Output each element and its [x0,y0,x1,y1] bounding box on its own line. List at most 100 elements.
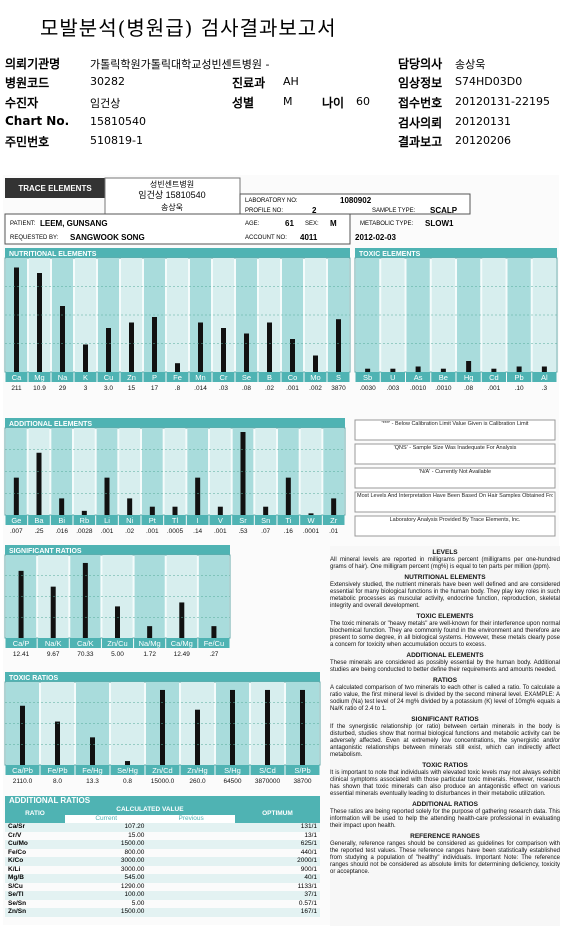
label-cell [40,765,75,775]
bar [81,510,87,515]
result-value: .001 [101,528,114,535]
legend-text-box: Laboratory Analysis Provided By Trace El… [390,517,521,523]
note-heading: TOXIC RATIOS [422,762,468,769]
column-stripe [406,258,430,372]
subcolumn-header: Current [64,814,148,823]
section-title-bar [355,248,557,258]
bar [313,355,318,372]
bar [440,368,446,372]
note-text: These ratios are being reported solely f… [330,809,560,829]
info-value: M [283,95,293,108]
label-cell [507,372,532,382]
ratio-row: K/Li 3000.00 900/1 [5,866,320,875]
field-label: AGE: [245,221,260,227]
element-label: Al [541,373,548,382]
bar [263,506,269,515]
element-label: Zn/Cu [107,639,127,648]
label-cell [118,515,141,525]
field-value: 61 [285,219,294,228]
bar [18,570,24,638]
element-label: Ti [285,516,291,525]
note-heading: ADDITIONAL RATIOS [412,801,478,808]
bar [37,273,42,372]
note-heading: REFERENCE RANGES [410,833,480,840]
bar [14,267,19,372]
label-cell [166,638,198,648]
label-cell [254,515,277,525]
label-cell [431,372,456,382]
legend-box [354,467,556,489]
previous-value [147,832,234,841]
result-value: .014 [194,385,207,392]
bar [466,361,472,372]
ratio-name: Zn/Sn [5,908,65,917]
field-label: REQUESTED BY: [10,235,59,241]
info-value: AH [283,75,299,88]
section-title: ADDITIONAL ELEMENTS [9,421,92,428]
element-label: Rb [80,516,90,525]
field-value: 2 [312,206,317,215]
element-label: Ba [34,516,44,525]
result-value: 10.9 [33,385,46,392]
result-value: 9.67 [47,651,60,658]
bar [240,432,246,515]
ratio-row: Zn/Sn 1500.00 167/1 [5,908,320,917]
bar [13,477,19,515]
label-cell [141,515,164,525]
result-value: 260.0 [189,778,206,785]
ratio-row: Mg/B 545.00 40/1 [5,874,320,883]
label-cell [143,372,166,382]
field-label: LABORATORY NO: [245,198,298,204]
note-text: A calculated comparison of two minerals … [330,685,560,712]
ratio-row: Cr/V 15.00 13/1 [5,832,320,841]
label-cell [166,372,189,382]
bar [244,333,249,372]
field-value: 1080902 [340,196,372,205]
element-label: S/Pb [294,766,310,775]
section-title-bar [5,672,320,682]
column-stripe [482,258,506,372]
result-value: .002 [309,385,322,392]
info-label: 나이 [322,96,345,110]
patient-box [4,213,351,245]
bar [300,689,305,765]
info-value: 20120131-22195 [455,95,550,108]
element-label: Na/Mg [139,639,161,648]
field-value: SCALP [430,206,458,215]
label-cell [532,372,557,382]
element-label: W [307,516,315,525]
field-label: PROFILE NO: [245,208,283,214]
info-label: 병원코드 [5,76,50,90]
bar [172,506,178,515]
current-value: 800.00 [124,848,145,856]
result-value: .53 [238,528,247,535]
column-header: CALCULATED VALUE [64,806,235,815]
element-label: S/Cd [259,766,276,775]
result-value: .16 [284,528,293,535]
result-value: .0001 [303,528,320,535]
element-label: Pt [149,516,157,525]
result-value: 3870000 [255,778,281,785]
element-label: Ge [11,516,21,525]
note-heading: ADDITIONAL ELEMENTS [406,652,484,659]
label-cell [180,765,215,775]
label-cell [101,638,134,648]
info-value: 30282 [90,75,125,88]
label-cell [5,515,28,525]
label-cell [481,372,506,382]
result-value: .03 [219,385,228,392]
bar [267,322,272,372]
field-value: SANGWOOK SONG [70,233,145,242]
bar [20,705,25,765]
info-value: 가톨릭학원가톨릭대학교성빈센트병원 - [90,58,270,71]
subcolumn-header: Previous [147,814,235,823]
stamp-box [104,177,241,215]
bar [415,366,421,372]
bar [104,477,110,515]
legend-text: Most Levels And Interpretation Have Been… [357,493,553,499]
legend-text-box: 'QNS' - Sample Size Was Inadequate For A… [394,445,517,451]
label-cell [120,372,143,382]
result-value: .007 [10,528,23,535]
bar [221,328,226,372]
ratio-row: S/Cu 1290.00 1133/1 [5,883,320,892]
